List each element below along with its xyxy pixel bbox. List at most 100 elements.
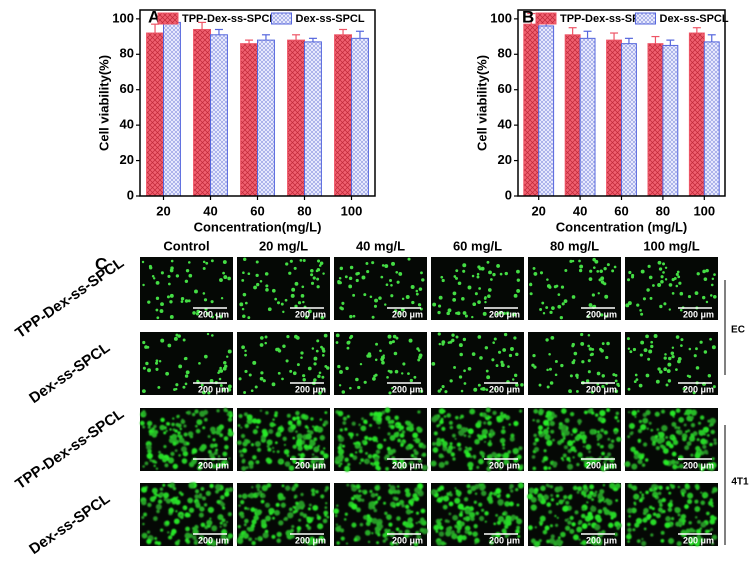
cell (240, 426, 243, 429)
cell (482, 311, 487, 316)
cell (600, 276, 605, 281)
cells (140, 482, 234, 547)
cell (575, 389, 579, 393)
cell (467, 366, 472, 371)
cell (314, 446, 318, 450)
cell (546, 278, 549, 281)
cell (587, 334, 591, 337)
cell (310, 273, 314, 277)
cell (703, 277, 708, 281)
cell (406, 534, 410, 538)
cell (569, 374, 573, 378)
cell (284, 461, 291, 467)
cell (454, 415, 459, 420)
cell (606, 408, 611, 413)
cell (389, 435, 396, 441)
cell (591, 411, 595, 415)
cell (321, 375, 325, 379)
cell (476, 434, 481, 438)
cell (646, 427, 649, 430)
cell (351, 421, 356, 426)
cell (643, 507, 649, 514)
cell (659, 304, 663, 309)
cell (648, 275, 653, 280)
cell (264, 502, 271, 508)
cell (449, 425, 454, 430)
cell (627, 527, 632, 533)
cell (349, 386, 352, 390)
cell (281, 377, 284, 381)
cell (367, 540, 371, 543)
cell (388, 340, 393, 345)
cell (268, 428, 274, 435)
cell (172, 417, 175, 420)
cell (472, 454, 477, 459)
cell (675, 272, 679, 276)
cell (338, 281, 342, 285)
cell (577, 419, 582, 424)
cell (599, 444, 604, 449)
cell (633, 380, 637, 384)
cell (394, 309, 398, 313)
cell (516, 525, 521, 530)
cell (638, 419, 643, 424)
micrograph: 200 μm (430, 482, 524, 546)
cell (455, 311, 458, 315)
cell (298, 500, 305, 507)
cell (433, 414, 440, 421)
cell (499, 272, 503, 276)
cell (240, 500, 245, 505)
cell (704, 429, 707, 432)
cell (170, 451, 175, 456)
cell (694, 291, 699, 295)
cell (290, 528, 295, 533)
cell (167, 457, 175, 464)
cell (179, 427, 183, 431)
cell (170, 259, 174, 263)
cell (578, 538, 581, 541)
cell (390, 283, 393, 287)
cell (593, 266, 596, 269)
cell (650, 533, 654, 537)
cell (508, 423, 511, 426)
cell (687, 499, 693, 505)
cell (489, 540, 492, 543)
cell (596, 433, 603, 440)
cell (294, 509, 298, 513)
cells (626, 334, 716, 395)
cell (486, 260, 490, 264)
cell (484, 511, 489, 516)
cell (381, 360, 385, 365)
cell (310, 281, 315, 285)
cell (539, 271, 544, 275)
cell (531, 363, 535, 367)
cell (430, 460, 437, 467)
cell (300, 294, 305, 298)
cell (396, 489, 401, 495)
cell (387, 334, 392, 339)
cell (582, 445, 585, 448)
cell (259, 490, 263, 494)
cell (238, 377, 242, 381)
cell (245, 466, 249, 469)
cell (278, 459, 283, 464)
cell (307, 366, 312, 371)
cell (607, 452, 612, 457)
cell (175, 510, 178, 513)
cell (394, 415, 399, 420)
cell (371, 532, 374, 535)
cell (175, 333, 179, 337)
cell (692, 391, 696, 395)
cell (148, 264, 152, 268)
cell (663, 302, 667, 306)
cell (296, 438, 303, 445)
cell (547, 484, 551, 488)
cell (487, 294, 491, 298)
cell (204, 417, 208, 422)
cell (227, 533, 233, 539)
cell (187, 497, 194, 504)
cell (356, 271, 360, 275)
y-axis-label: Cell viability(%) (96, 55, 111, 151)
cell (387, 432, 391, 436)
cell (665, 486, 670, 490)
